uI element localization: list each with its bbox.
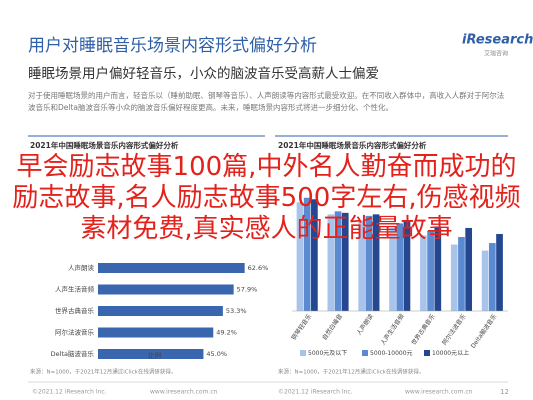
bar <box>372 214 380 311</box>
bar <box>420 235 427 311</box>
bar <box>358 220 366 311</box>
legend-label: 10000元以上 <box>432 349 469 357</box>
legend-label: 比例 <box>148 351 161 360</box>
bar <box>98 349 204 359</box>
bar <box>327 214 335 311</box>
bar <box>341 212 349 311</box>
subtitle: 睡眠场景用户偏好轻音乐，小众的脑波音乐受高薪人士偏爱 <box>28 65 379 82</box>
x-tick-label: 钢琴轻音乐 <box>290 312 314 341</box>
bar <box>465 227 473 311</box>
value-label: 45.0% <box>206 350 227 358</box>
bar <box>365 215 373 311</box>
title: 用户对睡眠音乐场景内容形式偏好分析 <box>28 36 317 56</box>
chart-title: 2021年中国睡眠场景音乐内容形式偏好分析 <box>30 140 179 150</box>
bar <box>98 284 234 295</box>
legend-swatch <box>138 352 144 358</box>
legend-label: 5000-10000元 <box>370 350 413 357</box>
bar <box>481 250 489 311</box>
bar <box>496 233 503 311</box>
bar <box>434 226 442 311</box>
x-tick-label: Delta脑波音乐 <box>469 312 499 349</box>
footer-url: www.iresearch.com.cn <box>150 389 218 396</box>
page-number: 12 <box>500 388 509 396</box>
x-tick-label: 阿尔法波音乐 <box>440 312 467 346</box>
category-label: 阿尔法波音乐 <box>55 328 95 337</box>
value-label: 53.3% <box>226 307 247 315</box>
bar <box>396 223 404 311</box>
overlay-text: 早会励志故事100篇,中外名人勤奋而成功的励志故事,名人励志故事500字左右,伤… <box>12 152 521 244</box>
bar <box>303 197 311 311</box>
footer-url: www.iresearch.com.cn <box>405 389 473 396</box>
bar <box>450 244 458 311</box>
bar <box>98 327 214 338</box>
legend-swatch <box>362 350 368 356</box>
bar <box>98 306 223 316</box>
category-label: 人声朗读 <box>68 263 95 272</box>
bar <box>427 230 434 311</box>
category-label: Delta脑波音乐 <box>51 349 95 358</box>
value-label: 49.2% <box>216 329 237 337</box>
chart-title: 2021年中国睡眠场景音乐内容形式偏好分析 <box>278 140 427 150</box>
bar <box>334 211 342 311</box>
bar <box>296 202 304 311</box>
x-tick-label: 人声朗读 <box>355 312 375 336</box>
chart-source: 来源：N=1000，于2021年12月通过iClick在线调研获得。 <box>30 368 176 376</box>
bar <box>458 237 465 311</box>
bar <box>389 227 396 311</box>
x-tick-label: 自然白噪音 <box>320 312 344 341</box>
bar <box>311 199 318 311</box>
logo-sub: 艾瑞咨询 <box>484 50 508 58</box>
value-label: 57.9% <box>237 286 258 294</box>
category-label: 世界古典音乐 <box>55 306 95 315</box>
value-label: 62.6% <box>248 264 269 272</box>
bar <box>98 263 245 273</box>
chart-source: 来源：N=1000，于2021年12月通过iClick在线调研获得。 <box>278 368 424 376</box>
footer-left: ©2021.12 iResearch Inc. <box>32 389 107 396</box>
bar <box>403 220 411 311</box>
category-label: 人声生活音频 <box>55 285 95 294</box>
bar <box>488 243 496 311</box>
legend-label: 5000元及以下 <box>308 350 347 357</box>
legend-swatch <box>424 350 430 356</box>
footer-right: ©2021.12 iResearch Inc. <box>278 389 353 396</box>
legend-swatch <box>300 350 306 356</box>
x-tick-label: 世界古典音乐 <box>410 312 437 346</box>
paragraph: 对于使用睡眠场景的用户而言，轻音乐以（睡前助眠、钢琴等音乐）、人声朗读等内容形式… <box>28 91 505 112</box>
x-tick-label: 人声生活音频 <box>379 312 406 346</box>
logo: iResearch <box>462 33 533 48</box>
